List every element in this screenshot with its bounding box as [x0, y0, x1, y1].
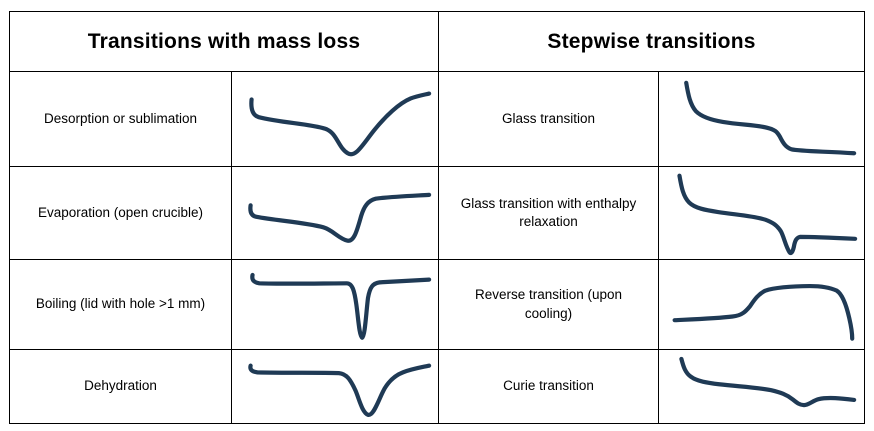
glass-transition-enthalpy-relaxation-curve: [659, 167, 864, 260]
label-evaporation-open-crucible: Evaporation (open crucible): [10, 167, 232, 260]
label-desorption-or-sublimation: Desorption or sublimation: [10, 72, 232, 167]
label-glass-transition: Glass transition: [439, 72, 659, 167]
desorption-or-sublimation-curve: [232, 72, 439, 167]
header-stepwise-transitions: Stepwise transitions: [439, 12, 864, 72]
glass-transition-curve: [659, 72, 864, 167]
label-reverse-transition-upon-cooling: Reverse transition (upon cooling): [439, 260, 659, 350]
label-curie-transition: Curie transition: [439, 350, 659, 423]
reverse-transition-curve: [659, 260, 864, 350]
label-glass-transition-enthalpy-relaxation: Glass transition with enthalpy relaxatio…: [439, 167, 659, 260]
curie-transition-curve: [659, 350, 864, 423]
label-boiling-lid-with-hole: Boiling (lid with hole >1 mm): [10, 260, 232, 350]
header-transitions-with-mass-loss: Transitions with mass loss: [10, 12, 439, 72]
evaporation-curve: [232, 167, 439, 260]
dehydration-curve: [232, 350, 439, 423]
label-dehydration: Dehydration: [10, 350, 232, 423]
boiling-curve: [232, 260, 439, 350]
transitions-table: Transitions with mass loss Stepwise tran…: [9, 11, 865, 424]
